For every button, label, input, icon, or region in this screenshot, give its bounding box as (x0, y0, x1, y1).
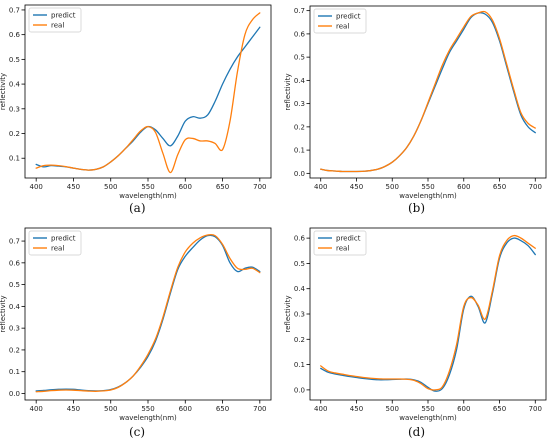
y-tick-label-b-7: 0.7 (294, 7, 305, 15)
x-tick-label-a-2: 500 (104, 183, 117, 191)
legend-label-c-real: real (51, 245, 64, 253)
y-tick-label-b-3: 0.3 (294, 100, 305, 108)
chart-b: 400 450 500 550 600 650 700 0.0 0.1 0.2 0.3 0.4 0.5 0… (284, 5, 547, 200)
chart-c: 400 450 500 550 600 650 700 0.0 0.1 0.2 0.3 0.4 0.5 0… (0, 227, 272, 422)
y-tick-label-c-0: 0.0 (9, 390, 20, 398)
panel-d: 400 450 500 550 600 650 700 0.0 0.1 0.2 0.3 0.4 0.5 0… (275, 223, 550, 447)
series-line-d-real (320, 234, 536, 391)
y-tick-label-b-5: 0.5 (294, 54, 305, 62)
y-tick-label-a-4: 0.5 (9, 56, 20, 64)
legend-label-d-real: real (336, 245, 349, 253)
x-axis-label-b: wavelength(nm) (399, 192, 457, 200)
series-line-b-predict (320, 12, 536, 173)
x-tick-label-d-5: 650 (493, 405, 506, 413)
legend-box-c (28, 230, 82, 256)
y-tick-label-a-2: 0.3 (9, 105, 20, 113)
x-tick-label-a-6: 700 (253, 183, 266, 191)
y-tick-label-c-6: 0.6 (9, 259, 21, 267)
y-tick-label-b-4: 0.4 (294, 77, 306, 85)
legend-box-d (313, 230, 367, 256)
x-tick-label-c-3: 550 (141, 405, 154, 413)
caption-c: (c) (129, 425, 146, 439)
caption-d: (d) (408, 425, 426, 439)
y-tick-label-d-3: 0.3 (294, 311, 305, 319)
x-tick-label-c-4: 600 (179, 405, 192, 413)
x-tick-label-b-3: 550 (421, 183, 434, 191)
y-axis-label-c: reflectivity (0, 295, 7, 332)
x-tick-label-c-6: 700 (253, 405, 266, 413)
x-axis-label-d: wavelength(nm) (399, 414, 457, 422)
y-axis-label-d: reflectivity (284, 295, 292, 332)
y-tick-label-c-5: 0.5 (9, 281, 20, 289)
legend-box-a (28, 7, 82, 33)
y-tick-label-c-4: 0.4 (9, 303, 21, 311)
x-tick-label-a-0: 400 (29, 183, 42, 191)
legend-label-a-real: real (51, 22, 64, 30)
panel-b: 400 450 500 550 600 650 700 0.0 0.1 0.2 0.3 0.4 0.5 0… (275, 0, 550, 223)
y-axis-label-b: reflectivity (284, 73, 292, 110)
series-line-c-predict (35, 234, 261, 392)
x-tick-label-b-1: 450 (350, 183, 363, 191)
x-tick-label-b-5: 650 (493, 183, 506, 191)
legend-label-a-predict: predict (51, 12, 76, 20)
y-tick-label-b-2: 0.2 (294, 123, 305, 131)
legend-label-d-predict: predict (336, 235, 361, 243)
y-tick-label-d-6: 0.6 (294, 235, 306, 243)
y-tick-label-b-1: 0.1 (294, 147, 305, 155)
y-tick-label-d-2: 0.2 (294, 336, 305, 344)
x-tick-label-d-4: 600 (457, 405, 470, 413)
y-tick-label-a-5: 0.6 (9, 31, 21, 39)
x-tick-label-c-1: 450 (67, 405, 80, 413)
x-tick-label-b-6: 700 (529, 183, 542, 191)
panel-c: 400 450 500 550 600 650 700 0.0 0.1 0.2 0.3 0.4 0.5 0… (0, 223, 275, 447)
series-line-a-predict (35, 26, 261, 171)
legend-label-b-predict: predict (336, 13, 361, 21)
y-tick-label-a-1: 0.2 (9, 130, 20, 138)
y-tick-label-d-5: 0.5 (294, 260, 305, 268)
x-tick-label-d-0: 400 (314, 405, 327, 413)
y-tick-label-b-6: 0.6 (294, 30, 306, 38)
caption-b: (b) (408, 201, 426, 215)
x-tick-label-a-3: 550 (141, 183, 154, 191)
y-tick-label-d-4: 0.4 (294, 285, 306, 293)
series-line-b-real (320, 10, 536, 173)
x-tick-label-d-1: 450 (350, 405, 363, 413)
x-tick-label-d-2: 500 (386, 405, 399, 413)
y-tick-label-d-1: 0.1 (294, 361, 305, 369)
series-line-c-real (35, 233, 261, 393)
x-axis-label-c: wavelength(nm) (119, 414, 177, 422)
x-tick-label-a-1: 450 (67, 183, 80, 191)
x-tick-label-b-0: 400 (314, 183, 327, 191)
x-tick-label-b-2: 500 (386, 183, 399, 191)
y-tick-label-b-0: 0.0 (294, 170, 305, 178)
series-line-a-real (35, 12, 261, 174)
legend-label-b-real: real (336, 23, 349, 31)
y-tick-label-c-1: 0.1 (9, 368, 20, 376)
series-line-d-predict (320, 237, 536, 392)
y-tick-label-c-2: 0.2 (9, 346, 20, 354)
y-tick-label-c-7: 0.7 (9, 238, 20, 246)
chart-d: 400 450 500 550 600 650 700 0.0 0.1 0.2 0.3 0.4 0.5 0… (284, 227, 547, 422)
legend-label-c-predict: predict (51, 235, 76, 243)
x-tick-label-b-4: 600 (457, 183, 470, 191)
y-tick-label-c-3: 0.3 (9, 325, 20, 333)
x-axis-label-a: wavelength(nm) (119, 192, 177, 200)
x-tick-label-d-3: 550 (421, 405, 434, 413)
y-tick-label-d-0: 0.0 (294, 386, 305, 394)
y-tick-label-a-6: 0.7 (9, 6, 20, 14)
x-tick-label-c-2: 500 (104, 405, 117, 413)
x-tick-label-d-6: 700 (529, 405, 542, 413)
x-tick-label-c-5: 650 (216, 405, 229, 413)
panel-a: 400 450 500 550 600 650 700 0.1 0.2 0.3 0.4 0.5 0.6 0… (0, 0, 275, 223)
x-tick-label-c-0: 400 (29, 405, 42, 413)
chart-a: 400 450 500 550 600 650 700 0.1 0.2 0.3 0.4 0.5 0.6 0… (0, 4, 272, 200)
caption-a: (a) (129, 201, 146, 215)
x-tick-label-a-5: 650 (216, 183, 229, 191)
y-axis-label-a: reflectivity (0, 73, 7, 110)
y-tick-label-a-0: 0.1 (9, 155, 20, 163)
y-tick-label-a-3: 0.4 (9, 81, 21, 89)
legend-box-b (313, 8, 367, 34)
x-tick-label-a-4: 600 (179, 183, 192, 191)
